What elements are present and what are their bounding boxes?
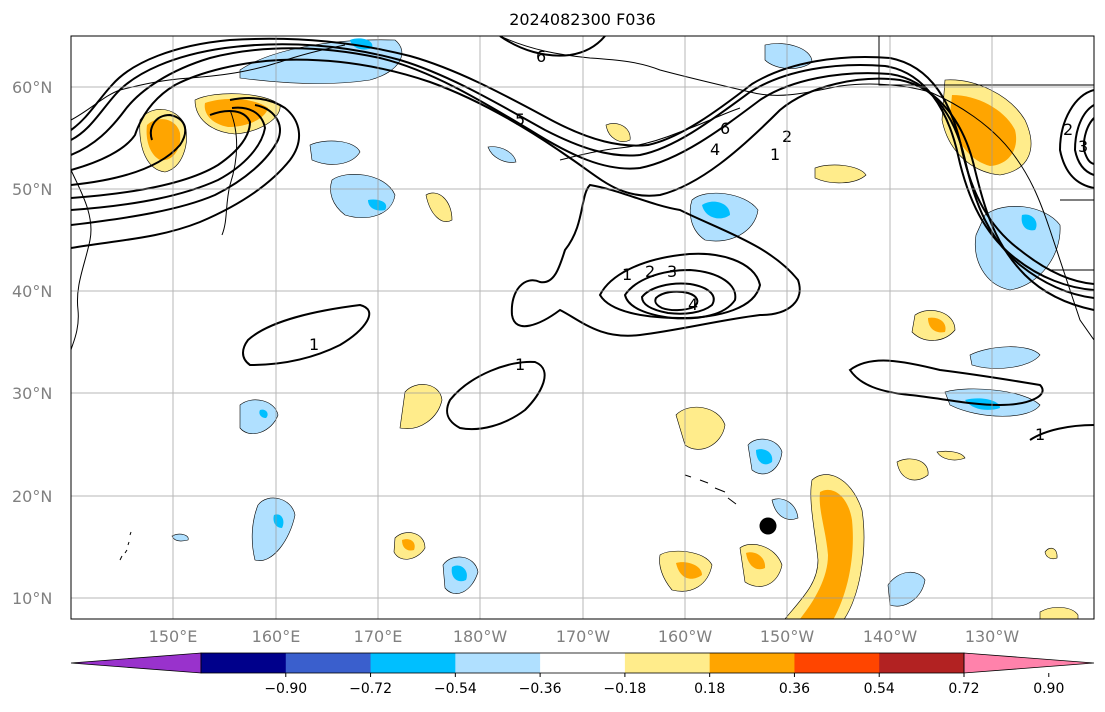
negative-anomaly-area bbox=[251, 497, 296, 561]
negative-anomaly-area bbox=[487, 146, 517, 163]
colorbar-segment bbox=[794, 653, 880, 673]
contour-label: 1 bbox=[309, 335, 319, 354]
negative-anomaly-area bbox=[756, 449, 773, 465]
negative-anomaly-area bbox=[969, 346, 1041, 369]
negative-anomaly-area bbox=[368, 199, 387, 211]
colorbar-tick-label: −0.90 bbox=[264, 681, 307, 697]
lon-tick-label: 160°E bbox=[252, 627, 301, 646]
lat-ticks: 60°N 50°N 40°N 30°N 20°N 10°N bbox=[12, 78, 52, 608]
lon-tick-label: 170°E bbox=[354, 627, 403, 646]
contour-layer bbox=[71, 36, 1094, 441]
positive-anomaly-area bbox=[402, 539, 415, 551]
colorbar-extend-low bbox=[70, 652, 202, 674]
lat-tick-label: 30°N bbox=[12, 384, 52, 403]
contour-label: 3 bbox=[667, 262, 677, 281]
contour-label: 6 bbox=[720, 119, 730, 138]
positive-anomaly-area bbox=[1044, 547, 1058, 560]
negative-anomaly-area bbox=[239, 399, 279, 434]
contour-label: 6 bbox=[536, 47, 546, 66]
colorbar-tick-label: 0.90 bbox=[1033, 681, 1064, 697]
negative-anomaly-area bbox=[309, 140, 361, 165]
colorbar-segment bbox=[624, 653, 711, 673]
lon-tick-label: 150°E bbox=[149, 627, 198, 646]
contour-label: 2 bbox=[1063, 120, 1073, 139]
negative-anomaly-area bbox=[259, 409, 268, 418]
lat-tick-label: 60°N bbox=[12, 78, 52, 97]
lat-tick-label: 10°N bbox=[12, 589, 52, 608]
lon-tick-label: 150°W bbox=[760, 627, 815, 646]
contour-label: 1 bbox=[770, 145, 780, 164]
colorbar-segment bbox=[455, 653, 541, 673]
black-dot-marker bbox=[759, 517, 777, 535]
gridlines bbox=[71, 36, 1094, 619]
positive-anomaly-area bbox=[950, 95, 1017, 166]
colorbar: −0.90 −0.72 −0.54 −0.36 −0.18 0.18 0.36 0.54 0.7… bbox=[70, 652, 1095, 697]
colorbar-segment bbox=[370, 653, 456, 673]
contour-label: 1 bbox=[622, 265, 632, 284]
negative-anomaly-area bbox=[171, 533, 189, 542]
contour-label: 1 bbox=[515, 355, 525, 374]
positive-anomaly-area bbox=[146, 119, 181, 161]
colorbar-segment bbox=[879, 653, 965, 673]
positive-anomaly-area bbox=[746, 552, 766, 570]
contour-label: 3 bbox=[1078, 137, 1088, 156]
positive-anomaly-area bbox=[425, 192, 453, 222]
negative-anomaly-area bbox=[451, 565, 467, 582]
colorbar-tick-label: 0.18 bbox=[694, 681, 725, 697]
colorbar-segment bbox=[201, 653, 287, 673]
lon-tick-label: 160°W bbox=[658, 627, 713, 646]
contour-label: 5 bbox=[515, 110, 525, 129]
lon-tick-label: 140°W bbox=[863, 627, 918, 646]
negative-anomaly-area bbox=[771, 498, 799, 520]
map-title: 2024082300 F036 bbox=[509, 10, 656, 29]
positive-anomaly-area bbox=[605, 123, 631, 142]
lat-tick-label: 20°N bbox=[12, 487, 52, 506]
colorbar-extend-high bbox=[963, 652, 1095, 674]
contour-label: 2 bbox=[645, 262, 655, 281]
lat-tick-label: 50°N bbox=[12, 180, 52, 199]
lon-tick-label: 130°W bbox=[965, 627, 1020, 646]
positive-anomaly-area bbox=[896, 458, 929, 481]
negative-anomaly-area bbox=[702, 201, 730, 219]
positive-anomaly-area bbox=[204, 98, 268, 127]
contour-labels: 6 5 6 4 1 2 1 2 3 4 1 1 1 2 3 bbox=[309, 47, 1088, 444]
positive-anomaly-area bbox=[814, 164, 867, 184]
positive-anomaly-area bbox=[936, 450, 966, 461]
colorbar-segment bbox=[285, 653, 372, 673]
positive-anomaly-area bbox=[1039, 607, 1079, 619]
positive-anomaly-area bbox=[675, 406, 726, 450]
contour-label: 4 bbox=[688, 295, 698, 314]
colorbar-tick-label: −0.72 bbox=[349, 681, 392, 697]
colorbar-tick-label: −0.18 bbox=[603, 681, 646, 697]
colorbar-segment bbox=[540, 653, 626, 673]
positive-anomaly-area bbox=[399, 384, 443, 429]
colorbar-tick-label: 0.54 bbox=[864, 681, 895, 697]
colorbar-segment bbox=[709, 653, 795, 673]
positive-anomaly-area bbox=[928, 317, 946, 333]
colorbar-tick-label: 0.36 bbox=[779, 681, 810, 697]
colorbar-tick-label: −0.54 bbox=[434, 681, 477, 697]
colorbar-outline bbox=[200, 652, 965, 674]
colorbar-tick-label: −0.36 bbox=[519, 681, 562, 697]
positive-anomaly-area bbox=[676, 562, 702, 579]
lon-tick-label: 170°W bbox=[556, 627, 611, 646]
lon-ticks: 150°E 160°E 170°E 180°W 170°W 160°W 150°… bbox=[149, 627, 1020, 646]
lon-tick-label: 180°W bbox=[453, 627, 508, 646]
map-panel: 6 5 6 4 1 2 1 2 3 4 1 1 1 2 3 bbox=[70, 35, 1095, 620]
positive-anomaly-area bbox=[799, 489, 853, 619]
contour-label: 1 bbox=[1035, 425, 1045, 444]
negative-anomaly-area bbox=[1021, 214, 1037, 231]
lat-tick-label: 40°N bbox=[12, 282, 52, 301]
colorbar-tick-label: 0.72 bbox=[948, 681, 979, 697]
contour-label: 4 bbox=[710, 140, 720, 159]
